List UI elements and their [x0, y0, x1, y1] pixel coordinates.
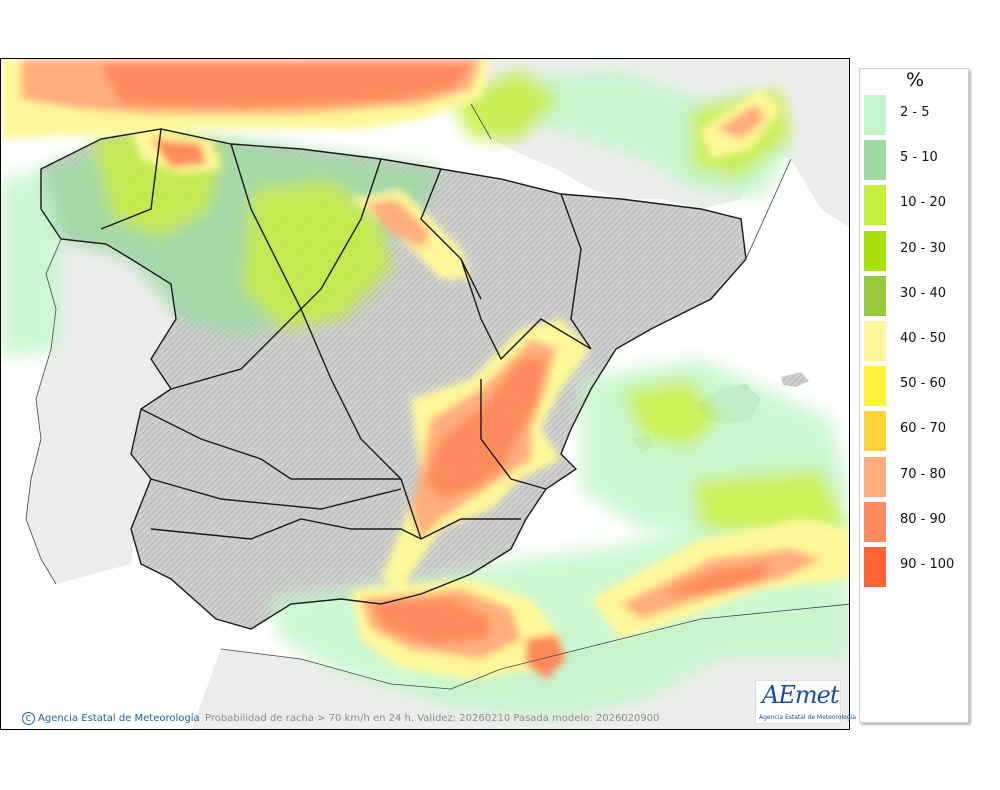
legend-label: 10 - 20	[900, 195, 947, 211]
legend-swatch	[864, 140, 886, 181]
legend-item: 2 - 5	[864, 91, 968, 135]
legend-swatch	[864, 230, 886, 271]
legend-label: 30 - 40	[900, 285, 947, 301]
legend-swatch	[864, 411, 886, 452]
legend-label: 40 - 50	[900, 331, 947, 346]
map-frame	[0, 58, 850, 730]
copyright-icon: C	[22, 712, 35, 725]
legend-swatch	[864, 275, 886, 316]
legend-unit-title: %	[905, 69, 925, 91]
legend-label: 20 - 30	[900, 240, 947, 256]
legend-swatch	[864, 321, 886, 361]
legend-label: 70 - 80	[900, 466, 947, 482]
logo-mark: AEmet	[762, 681, 839, 709]
legend-label: 2 - 5	[900, 105, 930, 120]
legend-label: 50 - 60	[900, 376, 947, 392]
legend-item: 70 - 80	[864, 453, 968, 497]
legend-item: 50 - 60	[864, 362, 968, 407]
legend-item: 5 - 10	[864, 136, 968, 181]
legend-item: 10 - 20	[864, 181, 968, 226]
menorca	[781, 372, 809, 387]
legend-swatch	[864, 547, 886, 587]
legend-label: 80 - 90	[900, 511, 947, 527]
legend-panel: % 2 - 5 5 - 10 10 - 20 20 - 30 30 - 40 40 - 5…	[859, 68, 969, 723]
legend-item: 30 - 40	[864, 272, 968, 316]
portugal-land	[26, 239, 176, 584]
probability-cores	[1, 59, 849, 679]
map-caption: Probabilidad de racha > 70 km/h en 24 h.…	[205, 713, 660, 724]
legend-item: 20 - 30	[864, 227, 968, 271]
coast-lines	[25, 103, 849, 690]
legend-swatch	[864, 501, 886, 542]
legend-item: 80 - 90	[864, 498, 968, 542]
map-canvas	[1, 59, 849, 729]
copyright-notice: C Agencia Estatal de Meteorología	[22, 712, 200, 725]
legend-swatch	[864, 95, 886, 135]
legend-item: 90 - 100	[864, 543, 968, 587]
legend-item: 60 - 70	[864, 407, 968, 452]
legend-swatch	[864, 185, 886, 226]
legend-label: 90 - 100	[900, 557, 955, 572]
region-boundaries	[40, 128, 747, 630]
legend-item: 40 - 50	[864, 317, 968, 361]
legend-label: 5 - 10	[900, 150, 938, 166]
legend-label: 60 - 70	[900, 421, 947, 437]
aemet-logo: AEmet Agencia Estatal de Meteorología	[755, 680, 856, 724]
legend-swatch	[864, 456, 886, 497]
copyright-text: Agencia Estatal de Meteorología	[38, 713, 200, 724]
logo-subtitle: Agencia Estatal de Meteorología	[759, 714, 856, 721]
legend-swatch	[864, 366, 886, 407]
